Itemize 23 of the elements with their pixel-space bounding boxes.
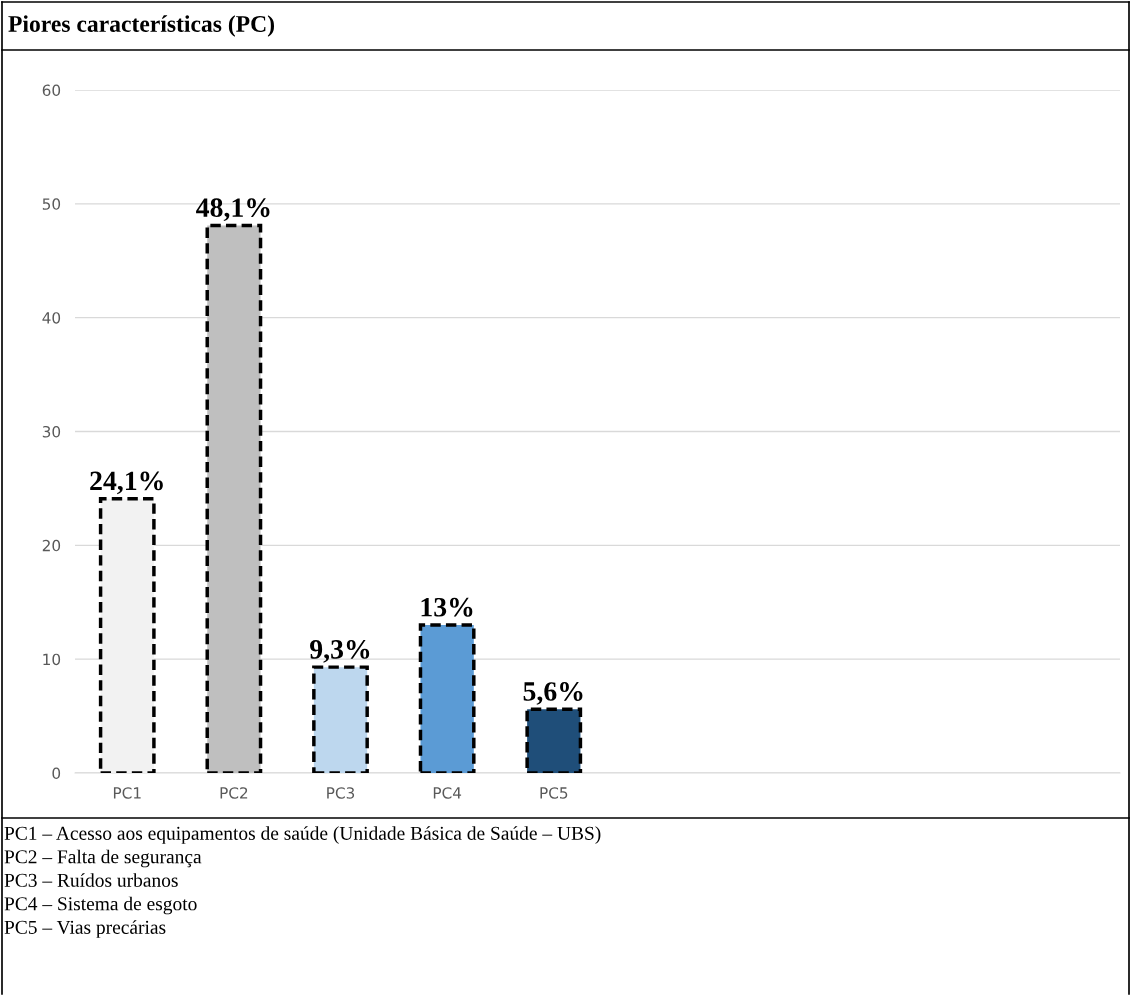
y-tick-label: 10	[43, 653, 61, 666]
x-tick-label: PC1	[113, 787, 141, 799]
x-tick-label: PC4	[433, 787, 462, 799]
y-tick-label: 60	[42, 84, 61, 97]
text: PC1 – Acesso aos equipamentos de saúde (Unidade Básica de Saúde – UBS)	[4, 826, 601, 844]
data-label: 48,1%	[196, 198, 270, 222]
x-tick-label: PC2	[220, 787, 248, 799]
y-tick-label: 0	[52, 767, 61, 780]
text: PC3 – Ruídos urbanos	[4, 873, 178, 887]
x-tick-label: PC3	[327, 787, 355, 799]
y-tick-label: 40	[42, 312, 61, 324]
text: PC2 – Falta de segurança	[4, 849, 202, 868]
chart-title: Piores características (PC)	[8, 15, 275, 37]
y-tick-label: 20	[42, 539, 61, 552]
x-tick-label: PC5	[540, 787, 568, 799]
y-tick-label: 30	[42, 425, 61, 438]
data-label: 9,3%	[310, 639, 370, 663]
data-label: 5,6%	[523, 682, 583, 705]
text: PC4 – Sistema de esgoto	[4, 896, 197, 915]
text: PC5 – Vias precárias	[4, 920, 166, 938]
data-label: 24,1%	[90, 471, 163, 495]
y-tick-label: 50	[42, 198, 61, 210]
data-label: 13%	[421, 597, 473, 617]
